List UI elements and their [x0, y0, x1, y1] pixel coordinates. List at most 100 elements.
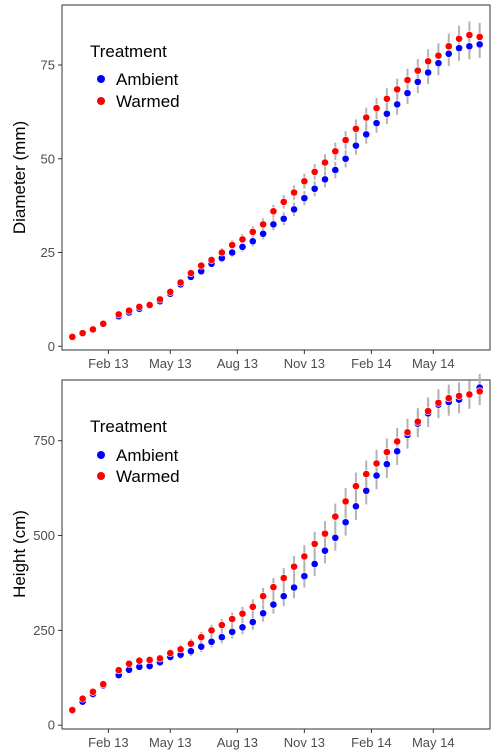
height-x-tick-label: Nov 13 — [284, 735, 325, 750]
diameter-point-warmed — [176, 278, 185, 287]
diameter-point-warmed — [455, 34, 463, 43]
height-point-warmed — [403, 428, 412, 437]
height-y-axis: 0 250 500 750 — [33, 433, 62, 733]
height-y-tick-label: 750 — [33, 433, 55, 448]
diameter-point-warmed — [187, 269, 195, 278]
height-point-ambient — [238, 623, 247, 632]
height-point-ambient — [248, 618, 257, 626]
diameter-point-ambient — [475, 40, 484, 49]
diameter-point-warmed — [269, 207, 278, 216]
diameter-point-warmed — [290, 188, 298, 197]
height-point-warmed — [125, 659, 133, 668]
height-point-warmed — [382, 448, 391, 456]
diameter-point-warmed — [166, 287, 175, 296]
height-y-tick-label: 0 — [48, 718, 55, 733]
height-legend-ambient-key — [97, 451, 105, 459]
diameter-point-ambient — [269, 220, 278, 229]
diameter-point-warmed — [465, 31, 474, 39]
diameter-point-ambient — [444, 49, 453, 58]
diameter-point-warmed — [125, 306, 133, 315]
height-point-ambient — [341, 518, 350, 527]
diameter-point-warmed — [434, 51, 443, 60]
diameter-x-tick-label: May 14 — [412, 356, 455, 371]
diameter-point-warmed — [156, 295, 164, 304]
height-point-warmed — [310, 539, 319, 548]
height-point-warmed — [259, 592, 268, 601]
diameter-point-ambient — [393, 100, 402, 109]
diameter-point-ambient — [403, 89, 412, 98]
height-point-warmed — [156, 654, 164, 663]
height-point-ambient — [362, 486, 371, 495]
diameter-point-ambient — [455, 44, 463, 53]
height-y-tick-label: 250 — [33, 623, 55, 638]
diameter-point-ambient — [352, 141, 360, 150]
diameter-x-tick-label: Feb 14 — [351, 356, 391, 371]
diameter-point-warmed — [310, 167, 319, 176]
height-x-tick-label: May 14 — [412, 735, 455, 750]
height-point-ambient — [259, 609, 268, 618]
height-point-ambient — [310, 560, 319, 568]
diameter-point-warmed — [331, 147, 340, 156]
height-x-tick-label: Feb 13 — [88, 735, 128, 750]
height-x-tick-label: Feb 14 — [351, 735, 391, 750]
height-point-ambient — [352, 502, 360, 511]
diameter-point-warmed — [78, 329, 87, 338]
height-point-warmed — [217, 621, 226, 629]
diameter-point-warmed — [413, 66, 422, 75]
diameter-legend-ambient-key — [97, 75, 105, 83]
diameter-legend: Treatment Ambient Warmed — [90, 42, 180, 111]
height-point-warmed — [372, 459, 381, 468]
diameter-x-tick-label: May 13 — [149, 356, 192, 371]
diameter-point-warmed — [207, 256, 216, 264]
diameter-y-tick-label: 0 — [48, 339, 55, 354]
diameter-y-axis: 0 25 50 75 — [41, 58, 62, 354]
height-legend-warmed-label: Warmed — [116, 467, 180, 486]
height-point-warmed — [78, 694, 87, 703]
diameter-point-ambient — [259, 229, 268, 238]
diameter-point-warmed — [352, 124, 360, 133]
diameter-point-warmed — [362, 113, 371, 122]
height-y-axis-title: Height (cm) — [10, 510, 29, 598]
diameter-point-ambient — [300, 194, 309, 203]
height-point-ambient — [269, 600, 278, 609]
height-point-warmed — [166, 649, 175, 658]
diameter-point-warmed — [248, 227, 257, 236]
diameter-point-warmed — [217, 248, 226, 257]
height-point-warmed — [228, 615, 237, 623]
diameter-point-warmed — [444, 42, 453, 51]
diameter-point-warmed — [372, 104, 381, 113]
diameter-point-ambient — [372, 119, 381, 128]
height-legend-ambient-label: Ambient — [116, 446, 179, 465]
diameter-y-tick-label: 25 — [41, 245, 55, 260]
diameter-point-warmed — [475, 32, 484, 41]
diameter-point-ambient — [413, 77, 422, 86]
diameter-x-axis: Feb 13 May 13 Aug 13 Nov 13 Feb 14 May 14 — [88, 350, 455, 371]
diameter-point-warmed — [114, 310, 123, 319]
diameter-point-ambient — [341, 154, 350, 163]
diameter-legend-warmed-key — [97, 97, 105, 105]
diameter-legend-warmed-label: Warmed — [116, 92, 180, 111]
height-point-warmed — [207, 626, 216, 635]
height-point-warmed — [269, 583, 278, 592]
height-point-warmed — [68, 706, 77, 714]
diameter-point-ambient — [331, 166, 340, 174]
diameter-point-warmed — [300, 177, 309, 186]
height-legend-warmed-key — [97, 472, 105, 480]
height-y-tick-label: 500 — [33, 528, 55, 543]
diameter-point-ambient — [238, 242, 247, 251]
height-x-tick-label: Aug 13 — [217, 735, 258, 750]
height-point-warmed — [145, 656, 154, 664]
diameter-point-warmed — [238, 235, 247, 244]
diameter-point-warmed — [89, 325, 97, 334]
height-point-ambient — [279, 592, 288, 601]
height-x-tick-label: May 13 — [149, 735, 192, 750]
height-point-warmed — [99, 680, 108, 689]
diameter-point-ambient — [248, 237, 257, 246]
height-point-ambient — [393, 447, 402, 456]
diameter-legend-ambient-label: Ambient — [116, 70, 179, 89]
diameter-point-ambient — [424, 68, 433, 77]
diameter-point-warmed — [341, 136, 350, 144]
diameter-point-ambient — [362, 130, 371, 139]
height-point-ambient — [187, 647, 195, 656]
